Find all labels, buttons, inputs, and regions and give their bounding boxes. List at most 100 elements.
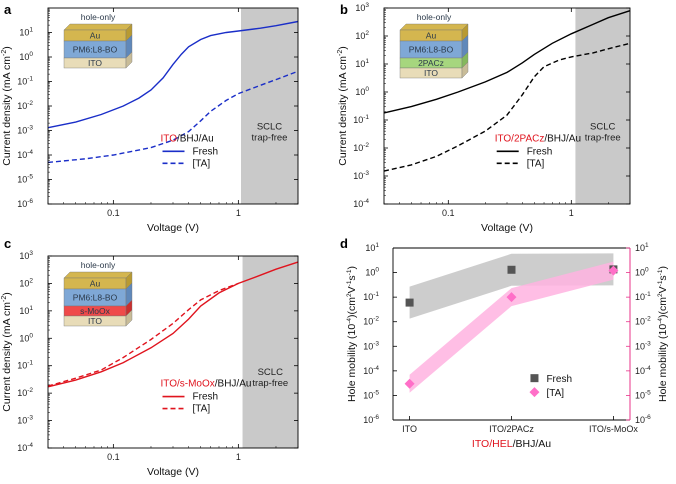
panel-c-plot: SCLCtrap-free10-410-310-210-110010110210… xyxy=(1,250,299,478)
panel-c-ytick-exp-3: -1 xyxy=(27,360,33,367)
panel-d-xtick-label-0: ITO xyxy=(402,424,417,434)
panel-b-legend-label-0: Fresh xyxy=(527,146,553,157)
panel-d-ylabel-right-g: s xyxy=(657,275,669,280)
panel-b-xtick-label-0: 0.1 xyxy=(442,208,455,218)
panel-d-ylabel-left-d: 2 xyxy=(346,293,353,297)
panel-d-ytick-left-label-3: 10-3 xyxy=(363,340,379,351)
panel-c-stack-top-face xyxy=(63,271,133,279)
panel-b-ytick-mant-1: 10 xyxy=(353,171,363,181)
panel-a-ylabel-sup: -2 xyxy=(1,50,8,56)
panel-d-marker-ta-0 xyxy=(404,378,415,389)
panel-a-ylabel-main: Current density (mA cm xyxy=(1,56,13,166)
panel-d-ytick-left-mant-0: 10 xyxy=(363,415,373,425)
panel-label-b: b xyxy=(340,2,348,17)
panel-d-ylabel-right-c: )(cm xyxy=(657,297,669,318)
panel-b-stack-label-1: PM6:L8-BO xyxy=(409,45,454,55)
panel-c-ytick-label-4: 100 xyxy=(19,332,33,343)
panel-a-ytick-exp-7: 1 xyxy=(29,27,33,34)
panel-c-sclc-label: SCLC xyxy=(258,367,283,378)
panel-d-ytick-right-mant-1: 10 xyxy=(635,390,645,400)
panel-d-ylabel-right-b: -4 xyxy=(657,318,664,324)
panel-a-legend-label-0: Fresh xyxy=(193,146,219,157)
panel-c-stack-label-2: s-MoOx xyxy=(80,306,111,316)
panel-a-ytick-mant-1: 10 xyxy=(17,175,27,185)
panel-c-ylabel-sup: -2 xyxy=(1,296,8,302)
panel-a-stack-label-2: ITO xyxy=(88,58,102,68)
panel-c-xlabel: Voltage (V) xyxy=(147,466,199,478)
panel-d-marker-fresh-1 xyxy=(507,265,516,274)
panel-b-plot: SCLCtrap-free10-410-310-210-110010110210… xyxy=(337,2,631,234)
panel-c-legend-label-1: [TA] xyxy=(193,404,211,415)
panel-d-ylabel-left-i: ) xyxy=(346,266,358,270)
panel-b-legend-title: ITO/2PACz/BHJ/Au xyxy=(495,133,581,144)
panel-c-ytick-exp-4: 0 xyxy=(29,332,33,339)
panel-c-ylabel-close: ) xyxy=(1,292,13,296)
panel-d-ytick-right-mant-4: 10 xyxy=(635,317,645,327)
panel-d-ylabel-left-f: -1 xyxy=(346,280,353,286)
panel-c: c SCLCtrap-free10-410-310-210-1100101102… xyxy=(1,236,299,478)
panel-a-stack-side-2 xyxy=(125,51,133,69)
panel-d-ytick-left-exp-5: -1 xyxy=(373,291,379,298)
panel-a-ytick-mant-2: 10 xyxy=(17,150,27,160)
panel-d-ylabel-left-b: -4 xyxy=(346,318,353,324)
panel-c-ytick-mant-3: 10 xyxy=(17,361,27,371)
panel-d-ytick-right-exp-5: -1 xyxy=(645,291,651,298)
panel-d-ytick-right-exp-4: -2 xyxy=(645,316,651,323)
panel-c-ytick-exp-1: -3 xyxy=(27,415,33,422)
panel-a-ytick-mant-6: 10 xyxy=(19,52,29,62)
panel-label-a: a xyxy=(4,2,12,17)
panel-b-trapfree-label: trap-free xyxy=(585,133,621,144)
panel-d-ytick-left-mant-6: 10 xyxy=(365,268,375,278)
panel-b-ylabel-main: Current density (mA cm xyxy=(337,56,349,166)
panel-c-stack-label-1: PM6:L8-BO xyxy=(73,293,118,303)
panel-d-ytick-right-mant-3: 10 xyxy=(635,341,645,351)
panel-d-ytick-left-exp-2: -4 xyxy=(373,365,379,372)
panel-a-ytick-mant-7: 10 xyxy=(19,28,29,38)
panel-d-ytick-right-mant-6: 10 xyxy=(635,268,645,278)
panel-c-ytick-label-7: 103 xyxy=(19,250,33,261)
panel-a-sclc-label: SCLC xyxy=(257,122,282,133)
panel-d-ytick-left-label-2: 10-4 xyxy=(363,365,379,376)
panel-a-ytick-label-4: 10-2 xyxy=(17,100,33,111)
panel-a-ytick-label-5: 10-1 xyxy=(17,76,33,87)
panel-b-sclc-shade xyxy=(575,8,630,204)
panel-b-ytick-exp-3: -1 xyxy=(363,114,369,121)
panel-c-ytick-label-1: 10-3 xyxy=(17,415,33,426)
panel-d-ytick-right-exp-0: -6 xyxy=(645,414,651,421)
panel-c-ytick-mant-0: 10 xyxy=(17,443,27,453)
panel-c-series-fresh-line xyxy=(47,261,299,388)
panel-a-ytick-label-6: 100 xyxy=(19,51,33,62)
panel-b-sclc-label: SCLC xyxy=(590,122,615,133)
panel-c-ylabel-main: Current density (mA cm xyxy=(1,302,13,412)
panel-d-ylabel-right-d: 2 xyxy=(657,293,664,297)
panel-d-ylabel-left-g: s xyxy=(346,275,358,280)
panel-a-legend-label-1: [TA] xyxy=(193,158,211,169)
panel-b-legend-title-red: ITO/2PACz xyxy=(495,133,545,144)
panel-b-stack-side-3 xyxy=(461,61,469,79)
panel-d-ytick-right-exp-3: -3 xyxy=(645,340,651,347)
panel-a-ytick-label-0: 10-6 xyxy=(17,198,33,209)
panel-a-xtick-label-0: 0.1 xyxy=(107,208,120,218)
panel-c-ytick-label-5: 101 xyxy=(19,305,33,316)
panel-b-ytick-mant-3: 10 xyxy=(353,115,363,125)
panel-b-legend-title-rest: /BHJ/Au xyxy=(544,133,581,144)
panel-c-legend-title: ITO/s-MoOx/BHJ/Au xyxy=(161,379,252,390)
panel-a-xlabel: Voltage (V) xyxy=(147,222,199,234)
panel-c-trapfree-label: trap-free xyxy=(252,378,288,389)
panel-a-stack-label-0: Au xyxy=(90,31,101,41)
panel-a-stack-label-1: PM6:L8-BO xyxy=(73,45,118,55)
panel-b-ytick-mant-7: 10 xyxy=(355,3,365,13)
panel-d-ylabel-right: Hole mobility (10-4)(cm2V-1s-1) xyxy=(657,266,669,402)
panel-b-ytick-exp-4: 0 xyxy=(365,86,369,93)
panel-d-ytick-left-mant-7: 10 xyxy=(365,243,375,253)
panel-c-ytick-exp-7: 3 xyxy=(29,250,33,257)
panel-c-sclc-shade xyxy=(242,256,298,448)
panel-c-legend-label-0: Fresh xyxy=(193,392,219,403)
panel-b-stack-top-face xyxy=(399,23,469,31)
panel-d-xlabel: ITO/HEL/BHJ/Au xyxy=(472,438,551,450)
panel-d-ylabel-left-a: Hole mobility (10 xyxy=(346,324,358,402)
panel-a-trapfree-label: trap-free xyxy=(252,133,288,144)
panel-label-d: d xyxy=(340,236,348,251)
panel-a-ytick-mant-5: 10 xyxy=(17,77,27,87)
panel-b-ytick-label-7: 103 xyxy=(355,2,369,13)
